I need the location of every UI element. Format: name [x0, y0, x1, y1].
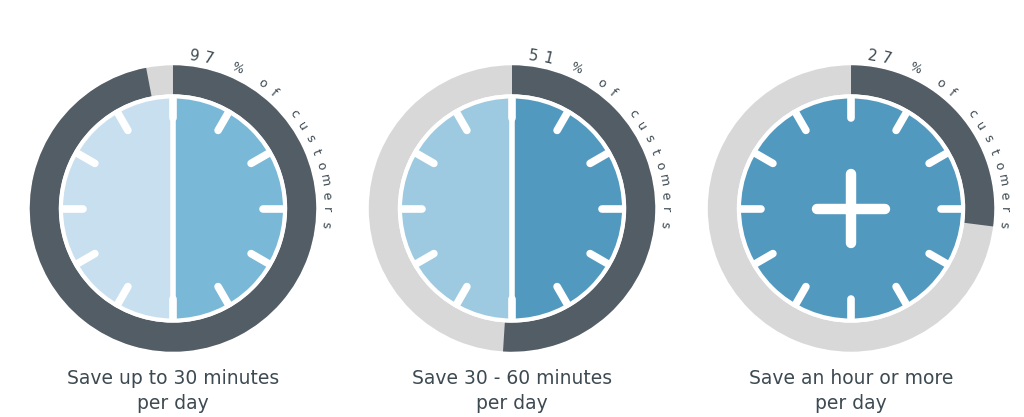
- Text: e: e: [319, 191, 333, 200]
- Text: s: s: [997, 221, 1011, 229]
- Wedge shape: [369, 65, 655, 352]
- Wedge shape: [512, 98, 622, 319]
- Circle shape: [58, 94, 287, 323]
- Text: r: r: [659, 207, 672, 212]
- Text: Save up to 30 minutes
per day: Save up to 30 minutes per day: [67, 369, 280, 413]
- Wedge shape: [63, 98, 173, 319]
- Text: 5: 5: [527, 48, 540, 65]
- Wedge shape: [708, 65, 994, 352]
- Text: c: c: [965, 107, 979, 121]
- Text: o: o: [933, 76, 947, 91]
- Circle shape: [741, 98, 961, 319]
- Text: 9: 9: [188, 48, 201, 65]
- Text: Save 30 - 60 minutes
per day: Save 30 - 60 minutes per day: [412, 369, 612, 413]
- Text: m: m: [316, 173, 332, 188]
- Text: %: %: [567, 60, 584, 77]
- Text: o: o: [652, 161, 667, 172]
- Text: %: %: [906, 60, 923, 77]
- Wedge shape: [30, 65, 316, 352]
- Wedge shape: [173, 98, 283, 319]
- Text: s: s: [981, 133, 995, 145]
- Wedge shape: [30, 65, 316, 352]
- Text: o: o: [313, 161, 328, 172]
- Text: 7: 7: [203, 51, 215, 68]
- Wedge shape: [402, 98, 512, 319]
- Text: s: s: [302, 133, 317, 145]
- Text: s: s: [658, 221, 672, 229]
- Text: s: s: [318, 221, 333, 229]
- Text: e: e: [658, 191, 672, 200]
- Circle shape: [737, 94, 966, 323]
- Text: r: r: [321, 207, 333, 212]
- Circle shape: [398, 94, 626, 323]
- Text: e: e: [997, 191, 1011, 200]
- Text: r: r: [998, 207, 1011, 212]
- Text: f: f: [946, 86, 957, 99]
- Text: %: %: [228, 60, 245, 77]
- Text: c: c: [287, 107, 301, 121]
- Text: u: u: [634, 119, 649, 133]
- Text: u: u: [295, 119, 310, 133]
- Text: t: t: [987, 148, 1000, 157]
- Text: 2: 2: [866, 48, 879, 65]
- Text: s: s: [642, 133, 656, 145]
- Text: o: o: [991, 161, 1006, 172]
- Text: f: f: [607, 86, 618, 99]
- Text: c: c: [626, 107, 640, 121]
- Text: 1: 1: [542, 51, 554, 68]
- Text: o: o: [255, 76, 269, 91]
- Wedge shape: [503, 65, 655, 352]
- Text: m: m: [655, 173, 671, 188]
- Text: t: t: [309, 148, 323, 157]
- Text: m: m: [994, 173, 1010, 188]
- Wedge shape: [851, 65, 994, 226]
- Text: o: o: [594, 76, 608, 91]
- Text: t: t: [648, 148, 662, 157]
- Text: 7: 7: [881, 51, 893, 68]
- Text: Save an hour or more
per day: Save an hour or more per day: [749, 369, 953, 413]
- Text: u: u: [973, 119, 988, 133]
- Text: f: f: [268, 86, 280, 99]
